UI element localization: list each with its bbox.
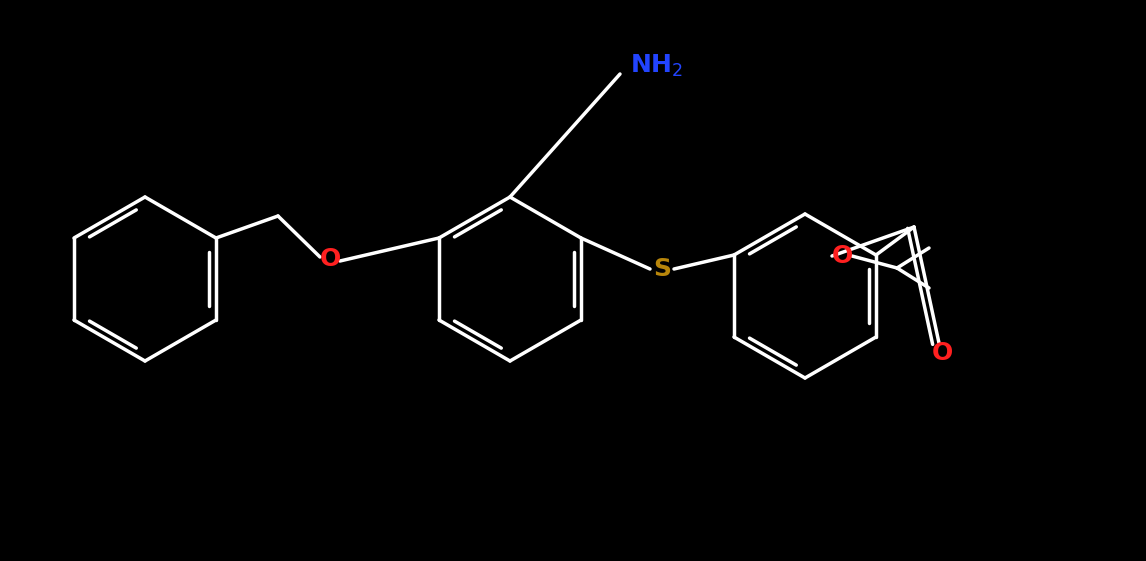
Text: O: O [320, 247, 340, 271]
Text: O: O [932, 341, 952, 365]
Text: S: S [653, 257, 672, 281]
Text: NH$_2$: NH$_2$ [630, 53, 683, 79]
Text: O: O [831, 244, 853, 268]
